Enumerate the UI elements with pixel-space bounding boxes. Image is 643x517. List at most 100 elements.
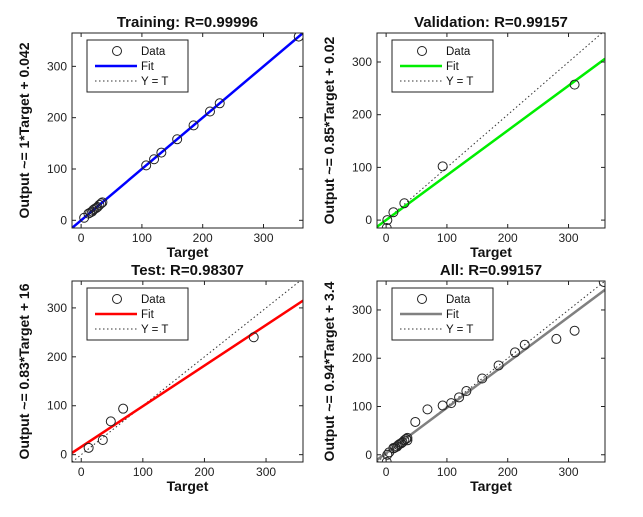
test-xtick-label: 0 — [78, 465, 85, 479]
validation-legend: Data Fit Y = T — [391, 39, 494, 93]
all-data-point — [446, 398, 457, 409]
all-data-point — [519, 339, 530, 350]
all-title: All: R=0.99157 — [440, 262, 542, 279]
training-data-point — [293, 33, 303, 42]
all-ytick-label: 0 — [365, 448, 372, 462]
test-title: Test: R=0.98307 — [131, 262, 244, 279]
training-legend-data-marker — [112, 46, 122, 56]
all-data-point — [569, 325, 580, 336]
validation-xtick-label: 200 — [498, 231, 518, 245]
validation-ytick-label: 300 — [352, 55, 372, 69]
test-legend-data-label: Data — [141, 294, 166, 306]
validation-plot-clip — [377, 33, 605, 228]
training-ylabel: Output ~= 1*Target + 0.042 — [16, 42, 32, 218]
all-data-point — [402, 432, 413, 443]
validation-data-point — [437, 161, 448, 172]
test-data-point — [83, 442, 94, 453]
training-ytick-label: 300 — [47, 59, 67, 73]
validation-ytick-label: 100 — [352, 160, 372, 174]
test-ytick-label: 0 — [60, 448, 67, 462]
training-title: Training: R=0.99996 — [117, 14, 258, 31]
validation-data-point — [399, 198, 410, 209]
training-ytick-label: 0 — [60, 213, 67, 227]
all-ytick-label: 200 — [352, 351, 372, 365]
test-xtick-label: 100 — [133, 465, 153, 479]
test-legend-identity-label: Y = T — [141, 324, 168, 336]
all-data-point — [402, 435, 413, 446]
training-data-point — [96, 198, 107, 209]
all-data-point — [598, 281, 605, 287]
training-ytick-label: 100 — [47, 162, 67, 176]
validation-panel: 0 100 200 300 0 100 200 300 Validation: R=0.9915… — [321, 14, 606, 260]
training-data-point — [97, 197, 108, 208]
test-identity-line — [72, 281, 301, 462]
training-data-point — [214, 98, 225, 109]
validation-data-point — [569, 79, 580, 90]
training-xtick-label: 100 — [132, 231, 152, 245]
training-axes-box — [71, 32, 304, 229]
training-xlabel: Target — [167, 244, 209, 260]
all-data-point — [477, 373, 488, 384]
all-xtick-label: 300 — [559, 465, 579, 479]
all-data-point — [399, 435, 410, 446]
validation-xtick-label: 100 — [437, 231, 457, 245]
test-ytick-label: 300 — [47, 301, 67, 315]
all-data-point — [382, 449, 393, 460]
all-data-point — [493, 360, 504, 371]
test-legend: Data Fit Y = T — [86, 287, 189, 341]
validation-xlabel: Target — [470, 244, 512, 260]
training-data-point — [172, 134, 183, 145]
training-data-point — [188, 120, 199, 131]
all-ylabel: Output ~= 0.94*Target + 3.4 — [321, 281, 337, 461]
validation-ytick-label: 0 — [365, 213, 372, 227]
validation-ylabel: Output ~= 0.85*Target + 0.02 — [321, 36, 337, 224]
validation-ytick-label: 200 — [352, 108, 372, 122]
all-data-point — [422, 404, 433, 415]
all-legend-fit-label: Fit — [446, 309, 460, 321]
test-data-point — [105, 416, 116, 427]
test-axes-box — [71, 280, 304, 463]
all-data-point — [410, 416, 421, 427]
test-plot-clip — [72, 281, 303, 462]
test-ylabel: Output ~= 0.83*Target + 16 — [16, 283, 32, 459]
test-xlabel: Target — [167, 478, 209, 494]
training-legend-data-label: Data — [141, 46, 166, 58]
all-legend-data-marker — [417, 294, 427, 304]
all-data-point — [454, 392, 465, 403]
validation-data-point — [388, 207, 399, 218]
training-data-point — [204, 106, 215, 117]
all-data-point — [461, 386, 472, 397]
training-data-point — [156, 147, 167, 158]
all-legend-identity-label: Y = T — [446, 324, 473, 336]
all-panel: 0 100 200 300 0 100 200 300 All: R=0.99157 Target… — [321, 262, 606, 494]
training-legend-identity-label: Y = T — [141, 76, 168, 88]
validation-xtick-label: 300 — [559, 231, 579, 245]
training-xtick-label: 0 — [78, 231, 85, 245]
all-fit-line — [377, 288, 605, 461]
all-xlabel: Target — [470, 478, 512, 494]
validation-legend-identity-label: Y = T — [446, 76, 473, 88]
training-xtick-label: 300 — [253, 231, 273, 245]
validation-fit-line — [377, 57, 605, 228]
validation-axes-box — [376, 32, 606, 229]
all-axes-box — [376, 280, 606, 463]
all-legend: Data Fit Y = T — [391, 287, 494, 341]
test-legend-fit-label: Fit — [141, 309, 155, 321]
all-legend-data-label: Data — [446, 294, 471, 306]
test-ytick-label: 200 — [47, 350, 67, 364]
validation-legend-fit-label: Fit — [446, 61, 460, 73]
training-legend-fit-label: Fit — [141, 61, 155, 73]
validation-data-point — [381, 223, 392, 228]
test-data-point — [118, 403, 129, 414]
test-data-point — [248, 332, 259, 343]
validation-legend-data-label: Data — [446, 46, 471, 58]
test-fit-line — [72, 299, 303, 454]
training-data-point — [141, 160, 152, 171]
validation-legend-data-marker — [417, 46, 427, 56]
all-data-point — [510, 347, 521, 358]
validation-data-point — [382, 215, 393, 226]
validation-title: Validation: R=0.99157 — [414, 14, 568, 31]
all-ytick-label: 100 — [352, 399, 372, 413]
test-ytick-label: 100 — [47, 399, 67, 413]
